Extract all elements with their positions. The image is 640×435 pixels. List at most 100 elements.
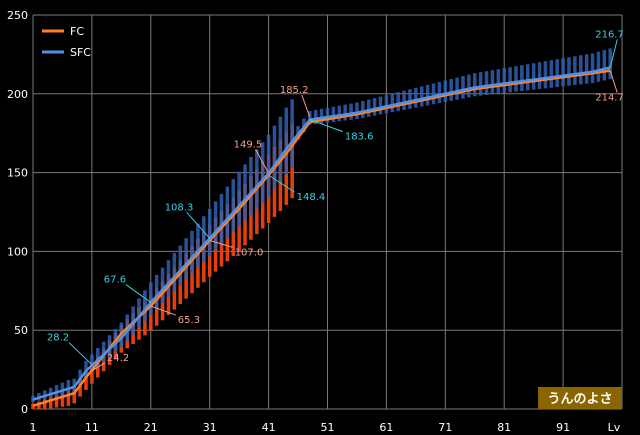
sfc-variation-bar	[231, 179, 236, 233]
sfc-variation-bar	[525, 64, 530, 91]
sfc-variation-bar	[190, 230, 194, 274]
sfc-variation-bar	[455, 77, 459, 100]
sfc-variation-bar	[243, 164, 247, 221]
sfc-variation-bar	[449, 79, 453, 101]
annotation-leader	[609, 39, 618, 68]
sfc-variation-bar	[255, 149, 259, 209]
annotation-label: 24.2	[107, 353, 129, 364]
sfc-variation-bar	[96, 348, 100, 368]
sfc-variation-bar	[537, 62, 542, 90]
sfc-variation-bar	[331, 106, 336, 122]
sfc-variation-bar	[131, 306, 135, 335]
annotation-label: 67.6	[104, 274, 126, 285]
sfc-variation-bar	[567, 57, 571, 86]
annotation-label: 183.6	[345, 132, 374, 143]
sfc-variation-bar	[184, 238, 188, 280]
x-axis-label: Lv	[608, 421, 621, 434]
fc-variation-bar	[60, 392, 65, 407]
sfc-variation-bar	[431, 83, 436, 105]
sfc-variation-bar	[308, 111, 312, 125]
sfc-variation-bar	[408, 89, 412, 109]
annotation-label: 214.7	[595, 93, 624, 104]
x-tick-label: 41	[262, 421, 276, 434]
legend-label-sfc: SFC	[70, 46, 91, 59]
sfc-variation-bar	[166, 260, 171, 298]
sfc-variation-bar	[402, 90, 406, 110]
annotation-leader	[150, 305, 176, 316]
sfc-variation-bar	[172, 252, 177, 292]
legend: FC SFC	[42, 25, 91, 59]
sfc-variation-bar	[154, 274, 159, 310]
sfc-variation-bar	[478, 72, 483, 96]
sfc-variation-bar	[60, 382, 65, 396]
sfc-variation-bar	[272, 125, 277, 190]
sfc-variation-bar	[319, 108, 324, 124]
sfc-variation-bar	[490, 70, 495, 95]
sfc-variation-bar	[378, 96, 383, 115]
sfc-variation-bar	[284, 107, 289, 175]
sfc-variation-bar	[484, 71, 489, 95]
sfc-variation-bar	[596, 51, 601, 82]
sfc-variation-bar	[361, 101, 365, 118]
fc-variation-bar	[31, 403, 35, 409]
sfc-variation-bar	[278, 116, 283, 183]
annotation-leader	[186, 211, 211, 239]
x-tick-label: 71	[438, 421, 452, 434]
sfc-variation-bar	[390, 93, 395, 113]
sfc-variation-bar	[237, 171, 241, 227]
sfc-variation-bar	[520, 65, 524, 92]
sfc-variation-bar	[225, 186, 230, 239]
sfc-variation-bar	[349, 103, 353, 120]
sfc-variation-bar	[84, 360, 88, 378]
y-tick-label: 100	[7, 245, 28, 258]
y-tick-label: 50	[14, 324, 28, 337]
sfc-variation-bar	[101, 341, 106, 363]
sfc-variation-bar	[443, 80, 448, 102]
sfc-variation-bar	[160, 267, 165, 304]
sfc-variation-bar	[290, 99, 294, 168]
fc-variation-bar	[43, 399, 47, 409]
annotation-label: 149.5	[234, 139, 263, 150]
sfc-variation-bar	[372, 98, 377, 116]
annotation-leader	[68, 342, 93, 365]
sfc-variation-bar	[579, 55, 583, 85]
sfc-variation-bar	[461, 76, 465, 99]
sfc-variation-bar	[196, 223, 200, 269]
fc-variation-bar	[66, 390, 71, 406]
y-tick-label: 200	[7, 88, 28, 101]
x-tick-label: 11	[85, 421, 99, 434]
legend-label-fc: FC	[70, 25, 84, 38]
annotation-leader	[209, 239, 233, 248]
watermark-background	[538, 387, 622, 409]
fc-variation-bar	[84, 372, 88, 390]
annotations: 28.2 24.2 67.6 65.3 108.3 107.0 149.5 148.4 185.…	[47, 29, 624, 372]
sfc-variation-bar	[260, 142, 265, 204]
sfc-variation-bar	[137, 298, 141, 328]
sfc-variation-bar	[467, 74, 471, 98]
annotation-leader	[268, 174, 295, 193]
sfc-variation-bar	[508, 67, 512, 93]
sfc-variation-bar	[549, 60, 554, 88]
annotation-label: 185.2	[280, 85, 309, 96]
x-tick-label: 61	[379, 421, 393, 434]
annotation-leader	[301, 94, 311, 118]
sfc-variation-bar	[202, 216, 206, 263]
sfc-variation-bar	[366, 99, 371, 117]
sfc-variation-bar	[213, 201, 218, 251]
fc-variation-bar	[72, 388, 76, 404]
sfc-variation-bar	[573, 56, 577, 86]
sfc-variation-bar	[54, 385, 59, 397]
sfc-variation-bar	[543, 61, 548, 89]
y-axis-ticks: 0 50 100 150 200 250	[7, 9, 28, 416]
sfc-variation-bar	[414, 87, 418, 108]
annotation-leader	[309, 119, 344, 133]
annotation-label: 108.3	[165, 202, 194, 213]
fc-variation-bar	[54, 394, 59, 408]
fc-variation-bar	[78, 380, 82, 397]
annotation-label: 65.3	[178, 315, 200, 326]
y-tick-label: 0	[21, 403, 28, 416]
sfc-variation-bar	[496, 69, 501, 94]
annotation-leader	[609, 70, 618, 93]
sfc-variation-bar	[531, 63, 536, 90]
